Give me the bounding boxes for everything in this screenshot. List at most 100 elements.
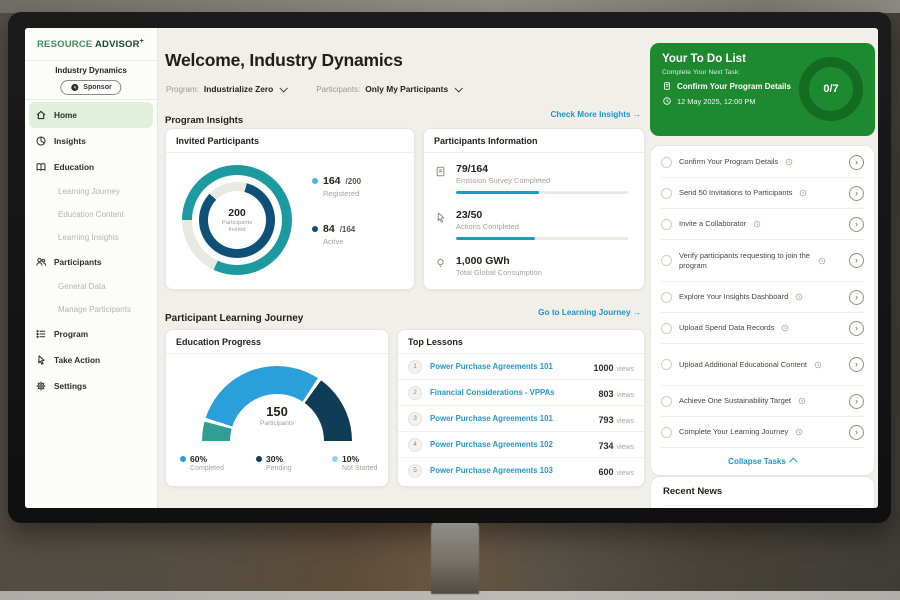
sidebar-item-label: Program: [54, 329, 89, 339]
task-label: Complete Your Learning Journey: [679, 427, 789, 437]
program-dropdown-label: Program:: [166, 84, 199, 94]
progress-fill: [456, 191, 539, 194]
legend-total: /164: [339, 224, 356, 234]
task-open-button[interactable]: ›: [849, 216, 864, 232]
sidebar-item-label: Home: [54, 110, 78, 120]
sidebar-item-general-data[interactable]: General Data: [25, 275, 157, 298]
card-title: Top Lessons: [398, 330, 644, 354]
sidebar-item-settings[interactable]: Settings: [25, 373, 157, 399]
lesson-views: 793: [598, 414, 614, 425]
lesson-views-label: views: [616, 391, 634, 399]
bulb-icon: [437, 258, 444, 267]
task-row-upload-educational-content[interactable]: Upload Additional Educational Content ›: [661, 343, 864, 385]
donut-center-value: 200: [228, 206, 246, 219]
task-open-button[interactable]: ›: [849, 185, 864, 201]
task-checkbox[interactable]: [661, 156, 672, 168]
task-row-achieve-target[interactable]: Achieve One Sustainability Target ›: [661, 385, 864, 416]
sidebar-item-participants[interactable]: Participants: [25, 249, 157, 275]
sidebar-item-program[interactable]: Program: [25, 321, 157, 347]
task-row-invite-collaborator[interactable]: Invite a Collaborator ›: [661, 208, 864, 239]
task-row-send-invitations[interactable]: Send 50 Invitations to Participants ›: [661, 177, 864, 208]
clock-icon: [663, 97, 671, 105]
clock-icon: [785, 158, 793, 166]
task-open-button[interactable]: ›: [849, 154, 864, 170]
sidebar-nav: Home Insights Education Learning Journey…: [25, 102, 157, 399]
legend-pct: 10%: [342, 454, 360, 464]
program-dropdown[interactable]: Program: Industrialize Zero: [166, 84, 289, 94]
task-checkbox[interactable]: [661, 255, 672, 266]
sidebar-item-education[interactable]: Education: [25, 154, 157, 180]
gauge-center-label: Participants: [260, 420, 294, 427]
task-open-button[interactable]: ›: [849, 357, 864, 372]
task-open-button[interactable]: ›: [849, 393, 864, 409]
task-row-explore-insights[interactable]: Explore Your Insights Dashboard ›: [661, 281, 864, 312]
lesson-title-link[interactable]: Power Purchase Agreements 101: [430, 414, 553, 423]
clock-icon: [814, 361, 822, 368]
task-checkbox[interactable]: [661, 359, 672, 370]
legend-label: Registered: [323, 189, 360, 198]
lesson-row: 1 Power Purchase Agreements 101 1000 view…: [398, 354, 644, 379]
chevron-down-icon: [279, 84, 289, 93]
sidebar-item-insights[interactable]: Insights: [25, 128, 157, 154]
task-checkbox[interactable]: [661, 187, 672, 199]
top-lessons-card: Top Lessons 1 Power Purchase Agreements …: [397, 329, 645, 487]
task-open-button[interactable]: ›: [849, 289, 864, 305]
task-checkbox[interactable]: [661, 426, 672, 438]
lesson-views-label: views: [616, 417, 634, 425]
task-checkbox[interactable]: [661, 218, 672, 230]
lesson-row: 3 Power Purchase Agreements 101 793 views: [398, 405, 644, 431]
task-checkbox[interactable]: [661, 291, 672, 303]
task-row-upload-spend-data[interactable]: Upload Spend Data Records ›: [661, 312, 864, 343]
task-row-confirm-program[interactable]: Confirm Your Program Details ›: [661, 147, 864, 177]
legend-registered: 164/200 Registered: [312, 175, 361, 198]
lesson-title-link[interactable]: Power Purchase Agreements 103: [430, 466, 553, 475]
logo-plus: +: [139, 38, 144, 45]
sidebar-item-take-action[interactable]: Take Action: [25, 347, 157, 373]
lesson-title-link[interactable]: Power Purchase Agreements 102: [430, 440, 553, 449]
participants-dropdown[interactable]: Participants: Only My Participants: [316, 84, 464, 94]
lesson-row: 4 Power Purchase Agreements 102 734 views: [398, 431, 644, 457]
main-content: Welcome, Industry Dynamics Program: Indu…: [165, 28, 645, 508]
sidebar-item-learning-insights[interactable]: Learning Insights: [25, 226, 157, 249]
legend-label: Pending: [266, 465, 292, 472]
sidebar-item-label: Education Content: [58, 210, 124, 219]
task-label: Explore Your Insights Dashboard: [679, 292, 789, 302]
metric-label: Total Global Consumption: [456, 268, 542, 277]
education-progress-card: Education Progress 150 Participants: [165, 329, 389, 487]
org-name: Industry Dynamics: [55, 66, 127, 75]
task-checkbox[interactable]: [661, 322, 672, 334]
task-checkbox[interactable]: [661, 395, 672, 407]
insights-icon: [36, 136, 46, 146]
task-row-complete-learning-journey[interactable]: Complete Your Learning Journey ›: [661, 416, 864, 447]
home-icon: [36, 110, 46, 120]
legend-dot-not-started: [332, 456, 338, 462]
link-label: Check More Insights: [550, 110, 631, 119]
metric-actions-completed: 23/50 Actions Completed: [434, 209, 632, 240]
sidebar-item-manage-participants[interactable]: Manage Participants: [25, 298, 157, 321]
sidebar-item-home[interactable]: Home: [29, 102, 153, 128]
task-row-verify-participants[interactable]: Verify participants requesting to join t…: [661, 239, 864, 281]
clock-icon: [800, 189, 807, 197]
app-window: RESOURCE ADVISOR+ Industry Dynamics Spon…: [25, 28, 878, 508]
task-open-button[interactable]: ›: [849, 320, 864, 336]
lesson-views-label: views: [616, 365, 634, 373]
background-wall-top: [0, 0, 900, 13]
go-to-learning-journey-link[interactable]: Go to Learning Journey →: [538, 308, 641, 317]
legend-dot-active: [312, 226, 318, 232]
clock-icon: [818, 257, 826, 264]
task-label: Send 50 Invitations to Participants: [679, 188, 793, 198]
lesson-title-link[interactable]: Financial Considerations - VPPAs: [430, 388, 555, 397]
sidebar-item-education-content[interactable]: Education Content: [25, 203, 157, 226]
metric-global-consumption: 1,000 GWh Total Global Consumption: [434, 255, 632, 277]
lesson-title-link[interactable]: Power Purchase Agreements 101: [430, 362, 553, 371]
task-open-button[interactable]: ›: [849, 253, 864, 268]
sidebar-item-learning-journey[interactable]: Learning Journey: [25, 180, 157, 203]
learning-journey-section-header: Participant Learning Journey Go to Learn…: [165, 308, 643, 324]
collapse-tasks-button[interactable]: Collapse Tasks: [661, 447, 864, 474]
sidebar-item-label: Take Action: [54, 355, 101, 365]
progress-track: [456, 237, 628, 240]
task-open-button[interactable]: ›: [849, 424, 864, 440]
survey-icon: [436, 166, 445, 177]
program-insights-section-header: Program Insights Check More Insights →: [165, 110, 643, 126]
check-more-insights-link[interactable]: Check More Insights →: [550, 110, 641, 119]
